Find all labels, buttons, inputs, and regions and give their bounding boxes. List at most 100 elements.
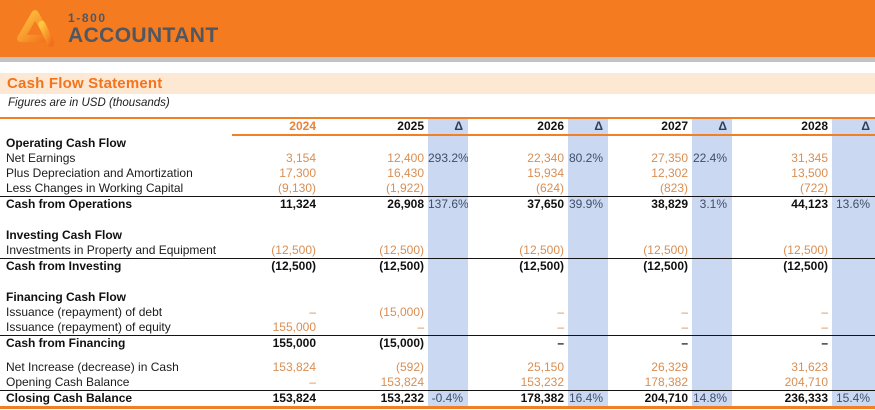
value-cell	[232, 351, 320, 360]
table-body: Operating Cash Flow Net Earnings 3,154 12,4…	[0, 135, 875, 409]
value-cell: (9,130)	[277, 181, 316, 195]
delta-cell	[428, 351, 468, 360]
value-cell	[232, 228, 320, 243]
delta-cell: -0.4%	[428, 390, 468, 409]
row-label: Net Earnings	[6, 151, 76, 165]
value-cell	[732, 135, 832, 151]
delta-cell	[568, 305, 608, 320]
brand-name-line2: ACCOUNTANT	[68, 23, 219, 47]
value-cell	[608, 212, 692, 228]
value-cell: 12,302	[651, 166, 688, 180]
value-cell: 44,123	[732, 196, 832, 212]
value-cell: 13,500	[791, 166, 828, 180]
value-cell: 15,934	[527, 166, 564, 180]
value-cell: 12,400	[387, 151, 424, 165]
delta-cell	[568, 360, 608, 375]
table-row: Opening Cash Balance – 153,824 153,232 178,3…	[0, 375, 875, 391]
value-cell: 26,908	[320, 196, 428, 212]
value-cell: –	[557, 320, 564, 334]
table-row: Issuance (repayment) of equity 155,000 – – –…	[0, 320, 875, 336]
delta-cell	[428, 360, 468, 375]
value-cell: –	[821, 305, 828, 319]
row-label: Issuance (repayment) of equity	[6, 320, 171, 334]
delta-cell	[568, 135, 608, 151]
value-cell	[468, 212, 568, 228]
delta-cell	[832, 335, 875, 351]
table-row: Cash from Financing 155,000 (15,000) – – –	[0, 335, 875, 351]
row-label: Issuance (repayment) of debt	[6, 305, 163, 319]
value-cell: 25,150	[527, 360, 564, 374]
value-cell: –	[309, 375, 316, 389]
value-cell: –	[608, 335, 692, 351]
delta-cell	[832, 375, 875, 391]
row-label: Financing Cash Flow	[6, 290, 127, 304]
value-cell: 153,232	[520, 375, 564, 389]
value-cell: 178,382	[468, 390, 568, 409]
column-header-2026: 2026	[468, 118, 568, 136]
row-label: Net Increase (decrease) in Cash	[6, 360, 179, 374]
table-row: Financing Cash Flow	[0, 290, 875, 305]
value-cell: –	[821, 320, 828, 334]
delta-cell: 39.9%	[568, 196, 608, 212]
value-cell: –	[309, 305, 316, 319]
value-cell: 204,710	[784, 375, 828, 389]
brand-a-triangle-logo-icon	[13, 6, 59, 52]
delta-cell	[428, 290, 468, 305]
delta-cell	[692, 135, 732, 151]
delta-cell	[428, 135, 468, 151]
subtitle: Figures are in USD (thousands)	[8, 97, 170, 109]
spacer-row	[0, 274, 875, 290]
delta-cell	[692, 335, 732, 351]
row-label: Closing Cash Balance	[0, 390, 232, 409]
column-header-delta-2027: Δ	[692, 118, 732, 136]
value-cell: (12,500)	[271, 243, 316, 257]
value-cell: –	[557, 305, 564, 319]
column-header-2025: 2025	[320, 118, 428, 136]
value-cell: –	[732, 335, 832, 351]
value-cell	[320, 274, 428, 290]
row-label: Less Changes in Working Capital	[6, 181, 184, 195]
divider	[0, 57, 875, 62]
value-cell: (12,500)	[468, 258, 568, 274]
value-cell: (592)	[395, 360, 424, 374]
delta-cell	[832, 290, 875, 305]
delta-cell	[568, 335, 608, 351]
delta-cell	[568, 351, 608, 360]
delta-cell	[428, 258, 468, 274]
page-title: Cash Flow Statement	[7, 75, 163, 92]
delta-cell: 137.6%	[428, 196, 468, 212]
spacer-row	[0, 212, 875, 228]
table-row: Operating Cash Flow	[0, 135, 875, 151]
delta-cell	[832, 274, 875, 290]
value-cell: –	[468, 335, 568, 351]
column-header-2027: 2027	[608, 118, 692, 136]
row-label: Cash from Financing	[0, 335, 232, 351]
value-cell: 153,824	[272, 360, 316, 374]
value-cell: 31,345	[791, 151, 828, 165]
value-cell: 204,710	[608, 390, 692, 409]
delta-cell: 80.2%	[568, 151, 608, 166]
title-band: Cash Flow Statement	[0, 73, 875, 94]
delta-cell	[428, 243, 468, 259]
delta-cell: 3.1%	[692, 196, 732, 212]
brand-header: 1-800 ACCOUNTANT	[0, 0, 875, 57]
delta-cell	[568, 181, 608, 197]
value-cell	[232, 135, 320, 151]
delta-cell	[428, 320, 468, 336]
value-cell	[320, 212, 428, 228]
value-cell: 38,829	[608, 196, 692, 212]
delta-cell: 293.2%	[428, 151, 468, 166]
row-label: Plus Depreciation and Amortization	[6, 166, 193, 180]
table-row: Issuance (repayment) of debt – (15,000) – – –	[0, 305, 875, 320]
row-label: Opening Cash Balance	[6, 375, 130, 389]
table-row: Cash from Investing (12,500) (12,500) (12,5…	[0, 258, 875, 274]
value-cell: (12,500)	[783, 243, 828, 257]
delta-cell	[832, 305, 875, 320]
table-row: Plus Depreciation and Amortization 17,300…	[0, 166, 875, 181]
value-cell: –	[681, 305, 688, 319]
delta-cell	[568, 212, 608, 228]
value-cell	[468, 290, 568, 305]
value-cell: 3,154	[285, 151, 316, 165]
delta-cell	[568, 228, 608, 243]
